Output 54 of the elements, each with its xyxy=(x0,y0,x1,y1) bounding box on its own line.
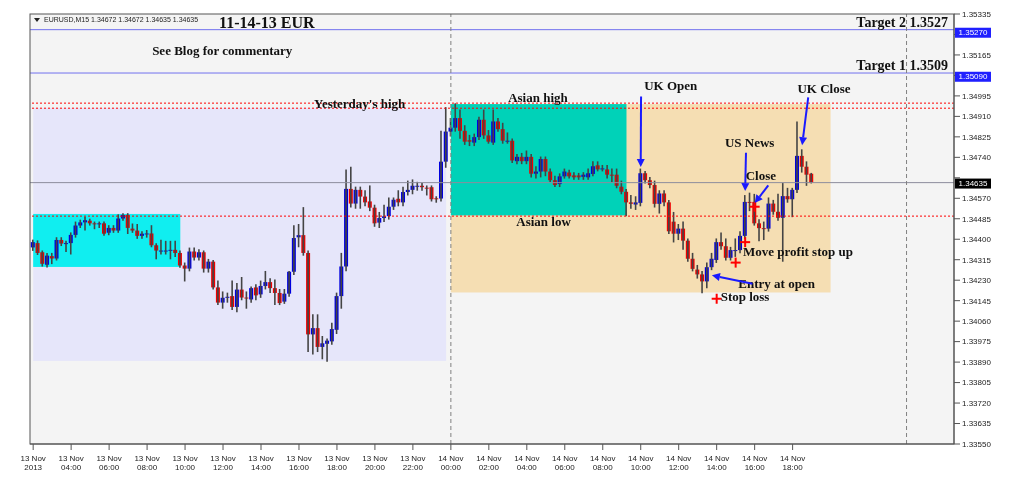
x-tick-label: 14 Nov 18:00 xyxy=(779,454,806,472)
annotation: Asian high xyxy=(508,90,569,106)
y-tick-label: 1.34740 xyxy=(962,153,992,163)
x-tick-label: 14 Nov 04:00 xyxy=(514,454,540,472)
ref-line-label: Target 1 1.3509 xyxy=(856,58,948,74)
text: 1.34635 xyxy=(958,178,989,188)
annotation: Close xyxy=(745,167,777,183)
x-tick-label: 14 Nov 00:00 xyxy=(438,454,464,472)
y-tick-label: 1.34060 xyxy=(962,316,992,326)
x-tick-label: 14 Nov 08:00 xyxy=(590,454,616,472)
annotation: Yesterday's high xyxy=(313,95,407,111)
y-tick-label: 1.34315 xyxy=(962,255,992,265)
annotation: See Blog for commentary xyxy=(152,43,293,59)
x-tick-label: 13 Nov 14:00 xyxy=(248,454,274,472)
x-tick-label: 13 Nov 06:00 xyxy=(96,454,122,472)
x-tick-label: 13 Nov 22:00 xyxy=(400,454,426,472)
y-tick-label: 1.33720 xyxy=(962,398,992,408)
annotation: UK Close xyxy=(797,80,851,96)
y-tick-label: 1.34995 xyxy=(962,91,992,101)
text: 1.35270 xyxy=(958,27,989,37)
ref-line-label: Target 2 1.3527 xyxy=(856,14,948,30)
x-tick-label: 13 Nov 18:00 xyxy=(324,454,350,472)
annotation: US News xyxy=(724,135,775,151)
chart-title: 11-14-13 EUR xyxy=(219,13,316,31)
x-tick-label: 13 Nov 2013 xyxy=(20,454,46,472)
y-tick-label: 1.34145 xyxy=(962,296,992,306)
y-tick-label: 1.34570 xyxy=(962,194,992,204)
x-tick-label: 13 Nov 08:00 xyxy=(134,454,160,472)
y-tick-label: 1.33975 xyxy=(962,337,992,347)
x-tick-label: 13 Nov 04:00 xyxy=(58,454,84,472)
y-tick-label: 1.34485 xyxy=(962,214,992,224)
x-tick-label: 14 Nov 14:00 xyxy=(703,454,730,472)
x-tick-label: 14 Nov 12:00 xyxy=(666,454,692,472)
x-tick-label: 14 Nov 02:00 xyxy=(476,454,502,472)
y-tick-label: 1.34825 xyxy=(962,132,992,142)
annotation: UK Open xyxy=(644,78,699,94)
x-tick-label: 14 Nov 10:00 xyxy=(628,454,654,472)
x-tick-label: 13 Nov 12:00 xyxy=(210,454,236,472)
y-tick-label: 1.33805 xyxy=(962,378,992,388)
annotation: Asian low xyxy=(516,213,572,229)
y-tick-label: 1.34400 xyxy=(962,235,992,245)
x-tick-label: 13 Nov 16:00 xyxy=(286,454,312,472)
y-tick-label: 1.34910 xyxy=(962,112,992,122)
x-tick-label: 13 Nov 10:00 xyxy=(172,454,198,472)
text: 1.35090 xyxy=(958,71,989,81)
y-tick-label: 1.35165 xyxy=(962,50,992,60)
y-tick-label: 1.33890 xyxy=(962,357,992,367)
x-tick-label: 13 Nov 20:00 xyxy=(362,454,388,472)
y-tick-label: 1.33550 xyxy=(962,439,992,449)
x-tick-label: 14 Nov 06:00 xyxy=(552,454,578,472)
y-tick-label: 1.34230 xyxy=(962,276,992,286)
y-tick-label: 1.33635 xyxy=(962,419,992,429)
x-tick-label: 14 Nov 16:00 xyxy=(741,454,768,472)
y-tick-label: 1.35335 xyxy=(962,9,992,19)
